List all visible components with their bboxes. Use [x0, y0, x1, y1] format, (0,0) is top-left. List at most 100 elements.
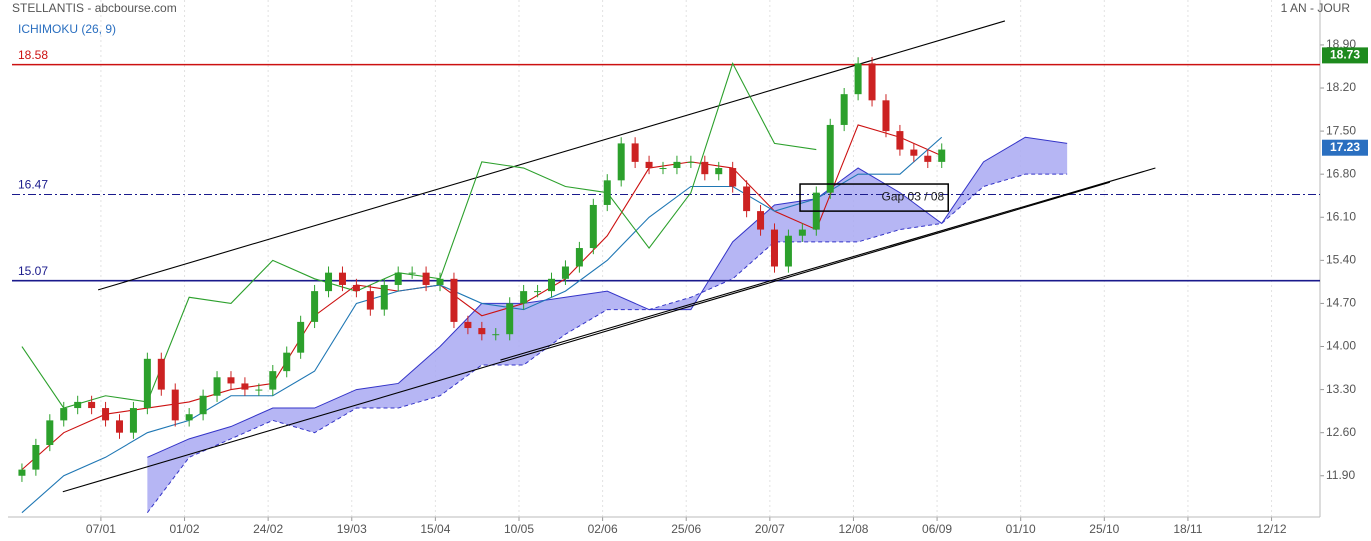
candle-body [227, 377, 235, 384]
candle-body [352, 284, 360, 292]
candle-body [520, 291, 528, 304]
candle-body [32, 444, 40, 470]
candle-body [868, 63, 876, 101]
candle-body [464, 321, 472, 329]
candle-body [617, 143, 625, 181]
candle-body [938, 149, 946, 162]
candle-body [784, 235, 792, 267]
candle-body [840, 94, 848, 125]
candle-body [408, 272, 416, 274]
y-tick-label: 14.70 [1326, 296, 1356, 310]
cloud-span-b [146, 173, 1068, 513]
candle-body [687, 161, 695, 163]
candle-body [701, 161, 709, 175]
candle-body [115, 420, 123, 433]
candle-body [297, 321, 305, 353]
cloud-span-a [147, 136, 1068, 458]
x-tick-label: 01/02 [170, 522, 200, 536]
y-tick-label: 17.50 [1326, 123, 1356, 137]
candle-body [450, 278, 458, 322]
x-tick-label: 01/10 [1006, 522, 1036, 536]
candle-body [157, 358, 165, 390]
candle-body [645, 161, 653, 169]
candle-body [46, 420, 54, 445]
candle-body [60, 408, 68, 421]
x-tick-label: 20/07 [755, 522, 785, 536]
candle-body [129, 408, 137, 433]
candle-body [770, 229, 778, 267]
candle-body [325, 272, 333, 292]
candle-body [882, 100, 890, 132]
candle-body [18, 469, 26, 476]
candle-body [366, 291, 374, 310]
candle-body [826, 124, 834, 193]
candle-body [910, 149, 918, 156]
y-tick-label: 16.10 [1326, 209, 1356, 223]
annotation-text: Gap 03 / 08 [882, 190, 945, 204]
y-tick-label: 18.20 [1326, 80, 1356, 94]
price-tag-label: 18.73 [1330, 48, 1360, 62]
candle-body [283, 352, 291, 372]
candle-body [88, 401, 96, 409]
candle-body [673, 161, 681, 169]
x-tick-label: 24/02 [253, 522, 283, 536]
price-tag [1322, 47, 1368, 64]
candle-body [171, 389, 179, 421]
candle-body [631, 143, 639, 162]
x-tick-label: 19/03 [337, 522, 367, 536]
price-tag-label: 17.23 [1330, 140, 1360, 154]
x-tick-label: 15/04 [420, 522, 450, 536]
candle-body [185, 414, 193, 421]
y-tick-label: 15.40 [1326, 253, 1356, 267]
candle-body [729, 168, 737, 187]
price-tag [1322, 139, 1368, 156]
trend-line [500, 167, 1156, 361]
level-label: 18.58 [18, 48, 48, 62]
x-tick-label: 12/12 [1257, 522, 1287, 536]
candle-body [199, 395, 207, 415]
candle-body [757, 211, 765, 230]
x-tick-label: 18/11 [1173, 522, 1202, 536]
x-tick-label: 10/05 [504, 522, 534, 536]
x-tick-label: 25/06 [671, 522, 701, 536]
indicator-label: ICHIMOKU (26, 9) [18, 22, 116, 36]
period: 1 AN - JOUR [1281, 1, 1351, 15]
candle-body [422, 272, 430, 285]
cloud-area [147, 137, 1068, 513]
candle-body [380, 284, 388, 310]
candle-body [896, 131, 904, 150]
x-tick-label: 25/10 [1089, 522, 1119, 536]
level-label: 15.07 [18, 264, 48, 278]
candle-body [436, 278, 444, 285]
candle-body [798, 229, 806, 236]
candle-body [575, 248, 583, 267]
y-tick-label: 11.90 [1326, 468, 1355, 482]
candle-body [715, 168, 723, 175]
candle-body [534, 291, 542, 293]
candle-body [924, 155, 932, 162]
candle-body [478, 328, 486, 335]
candle-body [492, 334, 500, 336]
y-tick-label: 13.30 [1326, 382, 1356, 396]
trend-line [97, 20, 1006, 291]
candle-body [311, 291, 319, 322]
candle-body [338, 272, 346, 285]
x-tick-label: 07/01 [86, 522, 116, 536]
x-tick-label: 02/06 [588, 522, 618, 536]
chart-title: STELLANTIS - abcbourse.com [12, 1, 177, 15]
candle-body [659, 168, 667, 170]
candle-body [394, 272, 402, 285]
candle-body [854, 63, 862, 95]
candle-body [269, 371, 277, 390]
x-tick-label: 12/08 [838, 522, 868, 536]
candle-body [743, 186, 751, 212]
candle-body [548, 278, 556, 292]
level-label: 16.47 [18, 178, 48, 192]
candle-body [561, 266, 569, 279]
x-tick-label: 06/09 [922, 522, 952, 536]
candle-body [603, 180, 611, 205]
candle-body [589, 204, 597, 249]
y-tick-label: 12.60 [1326, 425, 1356, 439]
y-tick-label: 16.80 [1326, 166, 1356, 180]
